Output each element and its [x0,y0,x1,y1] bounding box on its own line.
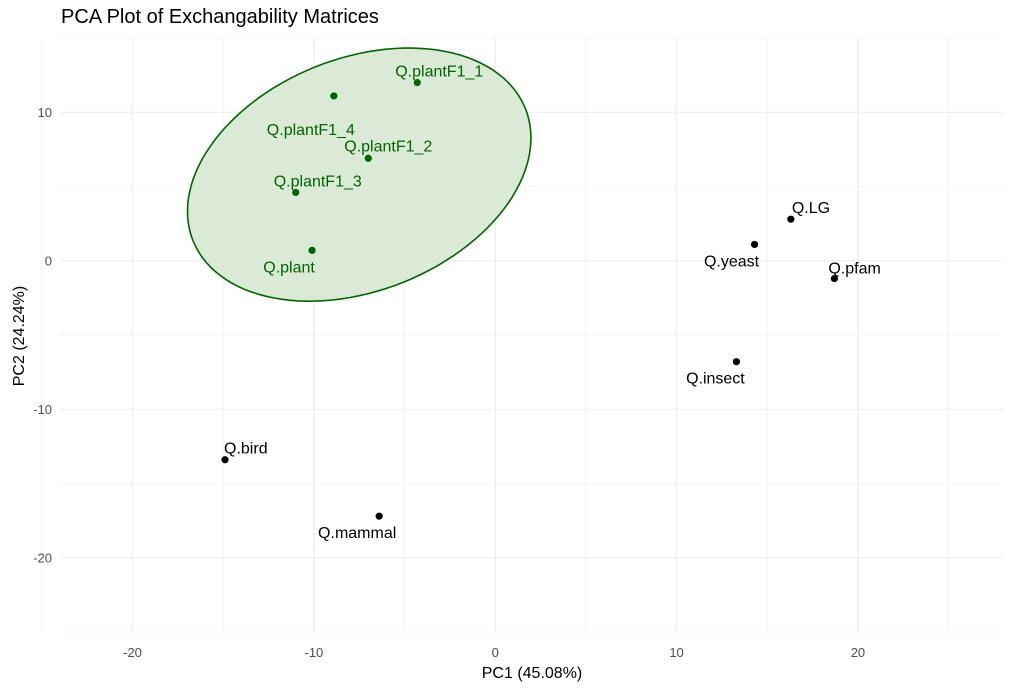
point-label: Q.plantF1_3 [274,173,362,190]
grid [41,37,1003,633]
data-point [330,92,338,100]
data-point [364,154,372,162]
data-point [787,215,795,223]
x-tick-label: 10 [669,645,683,660]
ellipse-layer [186,47,532,303]
point-label: Q.bird [224,441,268,458]
x-axis-ticks: -20 -10 0 10 20 [123,645,865,660]
point-label: Q.mammal [318,525,396,542]
y-tick-label: -10 [33,402,52,417]
y-tick-label: 10 [38,105,52,120]
point-labels: Q.plantF1_1 Q.plantF1_4Q.plantF1_2 Q.plant… [224,64,881,543]
data-point [221,456,229,464]
points [221,78,838,520]
point-label: Q.yeast [704,253,760,270]
x-tick-label: 20 [851,645,865,660]
point-label: Q.insect [686,371,745,388]
x-tick-label: 0 [492,645,499,660]
data-point [413,78,421,87]
plant-confidence-ellipse [186,47,532,303]
point-label: Q.pfam [828,261,880,278]
point-label: Q.LG [792,200,830,217]
point-label: Q.plantF1_1 [395,64,483,81]
x-tick-label: -10 [304,645,323,660]
y-axis-label: PC2 (24.24%) [11,286,28,387]
data-point [750,240,759,249]
data-point [830,274,838,283]
y-axis-ticks: -20 -10 0 10 [33,105,52,566]
data-point [292,188,300,197]
point-label: Q.plantF1_2 [344,138,432,155]
y-tick-label: -20 [33,550,52,565]
data-point [375,512,383,520]
point-label: Q.plant [263,259,315,276]
point-label: Q.plantF1_4 [267,122,355,139]
chart-title: PCA Plot of Exchangability Matrices [61,6,379,28]
x-tick-label: -20 [123,645,142,660]
y-tick-label: 0 [45,253,52,268]
data-point [732,358,741,366]
x-axis-label: PC1 (45.08%) [482,665,583,682]
data-point [308,246,316,254]
